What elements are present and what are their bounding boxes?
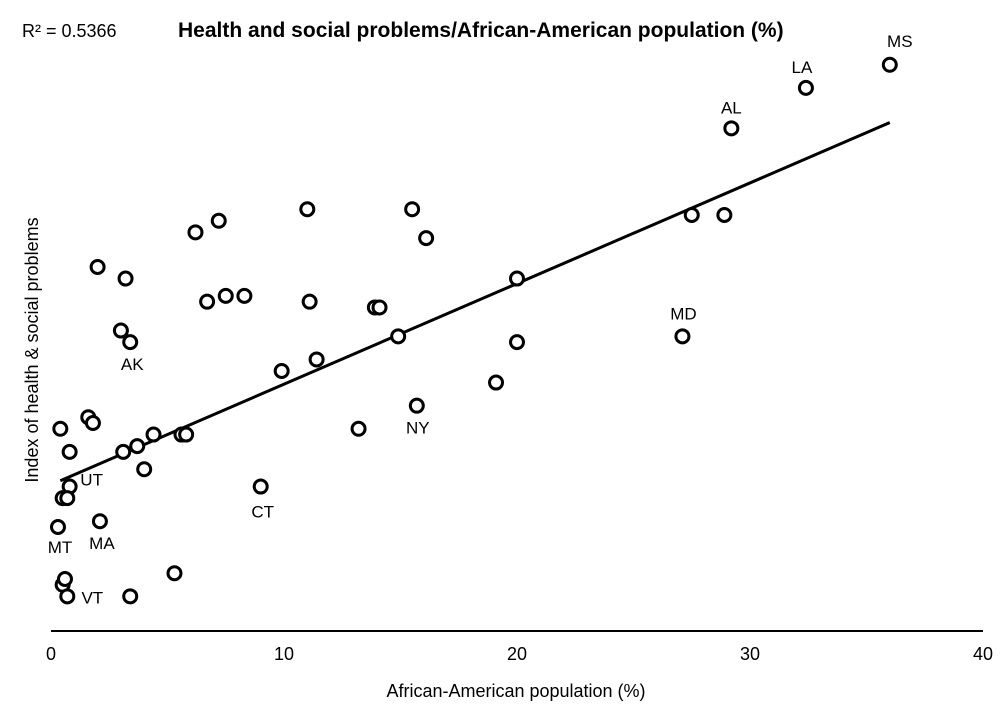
point-label: MA xyxy=(89,534,115,553)
data-point xyxy=(217,287,234,304)
point-label: NY xyxy=(406,419,430,438)
data-point xyxy=(136,461,153,478)
x-tick-label: 20 xyxy=(507,644,527,664)
data-point xyxy=(252,478,269,495)
point-label: LA xyxy=(792,58,813,77)
data-point xyxy=(716,207,733,223)
point-label: UT xyxy=(80,471,103,490)
x-tick-label: 0 xyxy=(46,644,56,664)
data-point xyxy=(122,334,139,351)
data-point xyxy=(166,565,183,582)
data-point xyxy=(371,299,388,316)
chart-title: Health and social problems/African-Ameri… xyxy=(178,19,784,42)
x-tick-label: 40 xyxy=(973,644,993,664)
data-point xyxy=(301,293,318,310)
data-point xyxy=(199,293,216,310)
r-squared-label: R² = 0.5366 xyxy=(22,21,117,41)
x-axis-ticks: 0 10 20 30 40 xyxy=(46,644,993,664)
point-label: MT xyxy=(48,538,73,557)
data-point xyxy=(178,426,195,443)
y-axis-label: Index of health & social problems xyxy=(22,217,42,482)
data-point xyxy=(488,374,505,391)
data-point xyxy=(115,443,132,460)
data-point xyxy=(122,588,139,605)
data-point xyxy=(509,334,525,351)
data-point xyxy=(408,397,425,414)
point-label: AL xyxy=(721,98,742,117)
data-point xyxy=(273,363,290,379)
data-point xyxy=(89,259,106,275)
data-point xyxy=(210,212,227,229)
data-point xyxy=(187,224,204,241)
point-label: VT xyxy=(81,588,103,607)
data-point xyxy=(112,322,129,339)
data-point xyxy=(299,201,316,218)
data-point xyxy=(723,120,740,137)
point-label: CT xyxy=(251,503,274,522)
data-point xyxy=(509,270,525,287)
data-point xyxy=(129,438,146,455)
data-point xyxy=(881,56,898,73)
data-point xyxy=(308,351,325,368)
data-point xyxy=(418,230,435,247)
data-points xyxy=(49,56,898,605)
data-point xyxy=(59,588,76,605)
point-label: MD xyxy=(670,304,696,323)
x-tick-label: 10 xyxy=(274,644,294,664)
point-labels: MS LA AL MD AK NY UT MT MA CT VT xyxy=(48,32,913,608)
data-point xyxy=(56,571,73,587)
point-label: AK xyxy=(121,355,144,374)
x-axis-label: African-American population (%) xyxy=(386,681,645,701)
data-point xyxy=(117,270,134,287)
data-point xyxy=(404,201,421,218)
data-point xyxy=(674,328,691,345)
data-point xyxy=(390,328,407,345)
point-label: MS xyxy=(887,32,913,51)
data-point xyxy=(145,426,162,443)
data-point xyxy=(61,443,78,460)
data-point xyxy=(683,207,700,223)
data-point xyxy=(49,519,66,535)
x-tick-label: 30 xyxy=(740,644,760,664)
data-point xyxy=(236,287,253,304)
data-point xyxy=(84,415,101,431)
data-point xyxy=(52,420,69,437)
data-point xyxy=(797,79,814,96)
data-point xyxy=(350,420,367,437)
trendline xyxy=(59,121,891,483)
data-point xyxy=(59,490,76,507)
data-point xyxy=(91,513,108,530)
